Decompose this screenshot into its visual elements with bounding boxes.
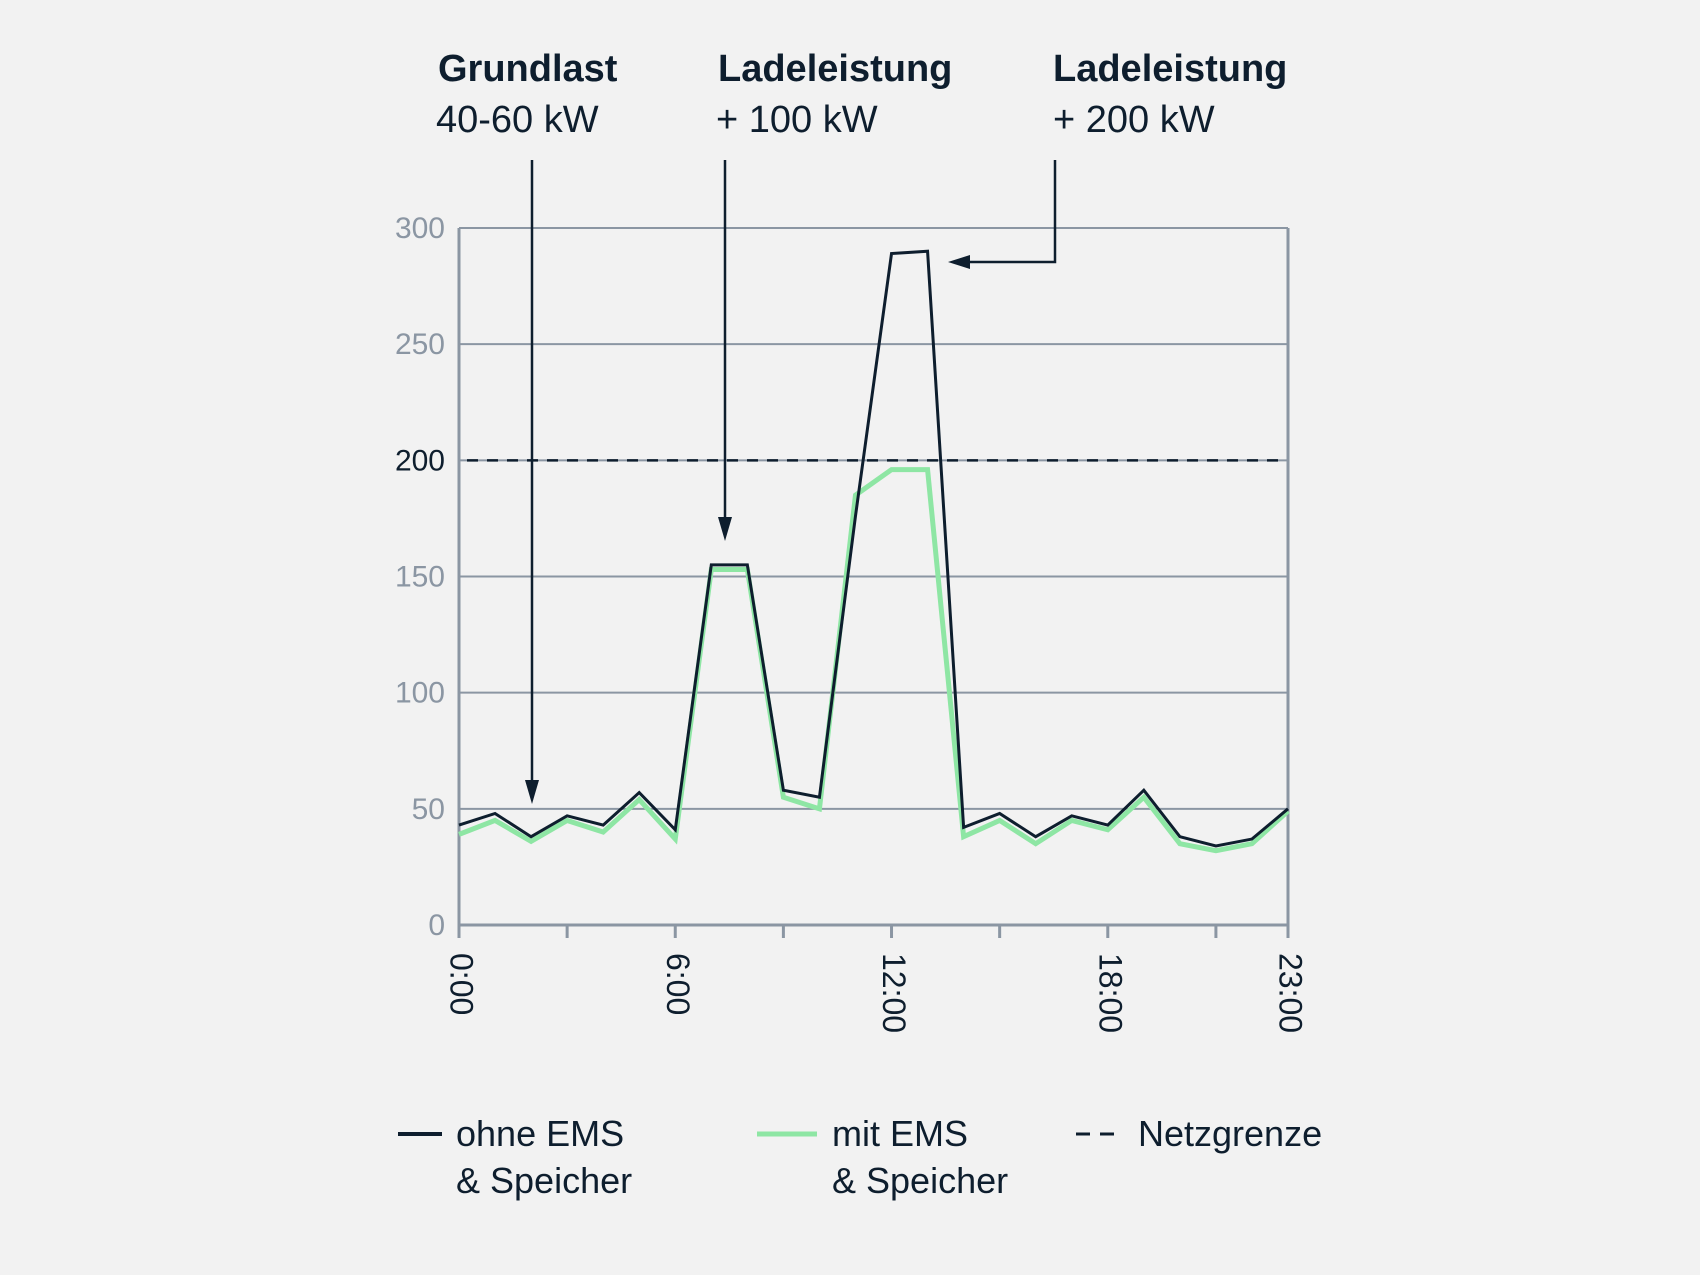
annotation-arrows [525, 160, 1057, 804]
x-tick-label: 0:00 [444, 953, 480, 1015]
x-axis-ticks: 0:00 6:00 12:00 18:00 23:00 [444, 925, 1309, 1033]
legend-label-line2: & Speicher [456, 1160, 632, 1201]
annotation-grundlast: Grundlast 40-60 kW [436, 48, 618, 141]
grid-lines [459, 227, 1288, 810]
annotation-subtitle: + 100 kW [716, 99, 878, 141]
series-layer [458, 249, 1290, 854]
x-tick-label: 23:00 [1273, 953, 1309, 1033]
annotation-title: Ladeleistung [1053, 48, 1287, 90]
y-tick-label: 200 [395, 444, 445, 477]
arrow-ladeleistung-200 [948, 160, 1057, 269]
legend-label-line2: & Speicher [832, 1160, 1008, 1201]
annotation-title: Grundlast [438, 48, 618, 90]
y-tick-label: 50 [412, 793, 445, 826]
legend-label-line1: mit EMS [832, 1113, 968, 1154]
y-tick-label: 0 [428, 909, 445, 942]
legend-label-line1: Netzgrenze [1138, 1113, 1322, 1154]
legend-item-mit: mit EMS & Speicher [757, 1113, 1008, 1201]
annotation-subtitle: 40-60 kW [436, 99, 599, 141]
series-line-ohne-ems [458, 249, 1289, 848]
y-tick-label: 300 [395, 212, 445, 245]
annotation-ladeleistung-100: Ladeleistung + 100 kW [716, 48, 952, 141]
y-axis-ticks: 0 50 100 150 200 250 300 [395, 212, 445, 942]
arrow-grundlast [525, 160, 539, 804]
legend-item-netzgrenze: Netzgrenze [1076, 1113, 1322, 1154]
legend-item-ohne: ohne EMS & Speicher [398, 1113, 632, 1201]
annotation-ladeleistung-200: Ladeleistung + 200 kW [1053, 48, 1287, 141]
legend: ohne EMS & Speicher mit EMS & Speicher N… [398, 1113, 1322, 1201]
y-tick-label: 250 [395, 328, 445, 361]
x-tick-label: 12:00 [876, 953, 912, 1033]
y-tick-label: 150 [395, 561, 445, 594]
x-tick-label: 6:00 [660, 953, 696, 1015]
arrow-ladeleistung-100 [718, 160, 732, 541]
annotation-title: Ladeleistung [718, 48, 952, 90]
series-line-mit-ems [458, 467, 1290, 854]
annotation-subtitle: + 200 kW [1053, 99, 1215, 141]
y-tick-label: 100 [395, 677, 445, 710]
legend-label-line1: ohne EMS [456, 1113, 624, 1154]
x-tick-label: 18:00 [1092, 953, 1128, 1033]
